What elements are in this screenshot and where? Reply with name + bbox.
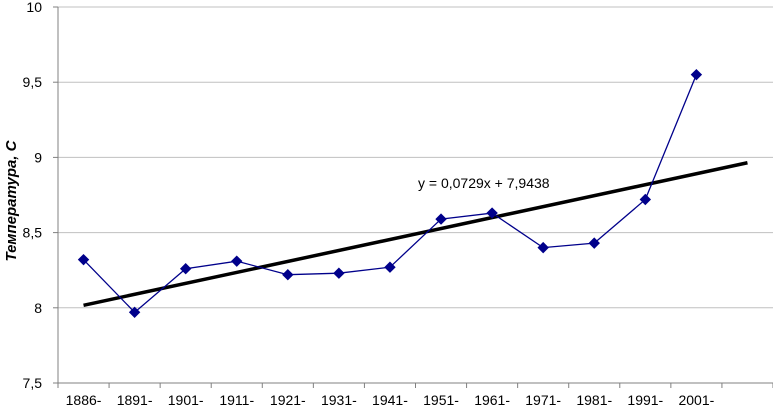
- x-tick-label: 1886-: [66, 392, 102, 408]
- y-tick-labels: 7,5 8 8,5 9 9,5 10: [23, 0, 43, 391]
- x-tick-label: 1901-: [168, 392, 204, 408]
- gridlines: [53, 6, 773, 384]
- axes: [57, 7, 773, 388]
- x-tick-labels: 1886- 1891- 1901- 1911- 1921- 1931- 1941- 1951-…: [66, 392, 715, 408]
- data-point-marker: [537, 241, 549, 254]
- x-tick-label: 1991-: [627, 392, 663, 408]
- y-axis-title: Температура, С: [3, 139, 20, 261]
- x-tick-label: 1921-: [270, 392, 306, 408]
- data-point-marker: [588, 237, 600, 249]
- series-group: [77, 68, 703, 319]
- data-point-marker: [282, 269, 294, 281]
- x-tick-label: 1931-: [321, 392, 357, 408]
- x-tick-label: 1951-: [423, 392, 459, 408]
- y-tick-label: 8: [34, 300, 42, 316]
- data-point-marker: [690, 68, 703, 81]
- y-tick-label: 8,5: [23, 225, 43, 241]
- x-tick-label: 1981-: [576, 392, 612, 408]
- x-tick-label: 1911-: [219, 392, 254, 408]
- data-point-marker: [333, 267, 345, 279]
- y-tick-label: 9,5: [23, 74, 43, 90]
- y-tick-label: 10: [26, 0, 42, 15]
- trendline-equation: y = 0,0729x + 7,9438: [418, 175, 550, 191]
- x-tick-label: 1961-: [474, 392, 510, 408]
- x-tick-label: 1971-: [525, 392, 561, 408]
- data-point-marker: [639, 193, 652, 206]
- data-point-marker: [128, 306, 141, 319]
- trendline: [83, 161, 748, 307]
- x-tick-label: 1941-: [372, 392, 408, 408]
- data-point-marker: [435, 213, 447, 225]
- data-point-marker: [384, 261, 396, 273]
- x-tick-label: 2001-: [678, 392, 714, 408]
- data-point-marker: [486, 207, 498, 219]
- data-point-marker: [231, 255, 243, 267]
- data-point-marker: [179, 262, 192, 275]
- y-tick-label: 7,5: [23, 375, 43, 391]
- trendline-group: [83, 161, 748, 307]
- data-point-marker: [77, 253, 90, 266]
- x-tick-label: 1891-: [117, 392, 153, 408]
- y-tick-label: 9: [34, 149, 42, 165]
